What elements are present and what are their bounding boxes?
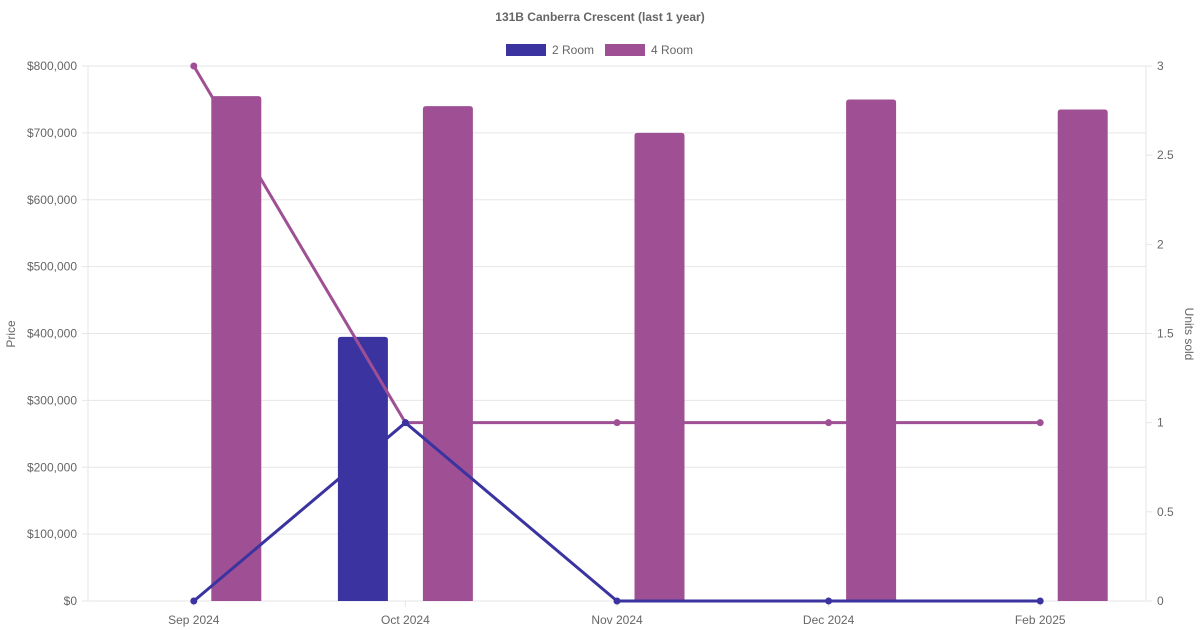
y-axis-left: $0 $100,000 $200,000 $300,000 $400,000 $500,0… [27,59,89,608]
point-4-room[interactable] [190,62,198,70]
y-tick-label: $800,000 [27,59,77,73]
y2-axis-title: Units sold [1182,308,1196,361]
y-tick-label: $500,000 [27,260,77,274]
y-tick-label: $400,000 [27,327,77,341]
y2-tick-label: 2.5 [1157,148,1174,162]
bar-4-room[interactable] [846,99,897,601]
line-2-room [192,421,1041,603]
x-tick-label: Feb 2025 [1015,613,1066,627]
bar-4-room[interactable] [634,132,685,601]
chart-title: 131B Canberra Crescent (last 1 year) [495,10,704,24]
legend-item-4-room[interactable]: 4 Room [605,43,693,57]
y-tick-label: $600,000 [27,193,77,207]
y-axis-title: Price [4,320,18,348]
y2-tick-label: 2 [1157,237,1164,251]
point-2-room[interactable] [190,597,198,605]
x-tick-label: Sep 2024 [168,613,220,627]
y-tick-label: $200,000 [27,460,77,474]
point-2-room[interactable] [1036,597,1044,605]
bar-2-room[interactable] [337,336,388,601]
point-4-room[interactable] [825,419,833,427]
legend-item-2-room[interactable]: 2 Room [506,43,594,57]
x-tick-label: Oct 2024 [381,613,430,627]
gridlines [88,65,1146,602]
point-2-room[interactable] [613,597,621,605]
bar-4-room[interactable] [422,106,473,601]
price-bars [211,96,1108,601]
y2-tick-label: 0.5 [1157,505,1174,519]
y-axis-right: 0 0.5 1 1.5 2 2.5 3 [1145,59,1174,608]
bar-4-room[interactable] [211,96,262,601]
point-2-room[interactable] [825,597,833,605]
line-4-room [192,65,1041,425]
y2-tick-label: 0 [1157,594,1164,608]
y-tick-label: $100,000 [27,527,77,541]
legend-label-2-room: 2 Room [552,43,594,57]
y2-tick-label: 1.5 [1157,327,1174,341]
legend-swatch-4-room [605,44,645,56]
point-2-room[interactable] [401,419,409,427]
point-4-room[interactable] [613,419,621,427]
units-sold-lines [190,62,1044,605]
y-tick-label: $0 [64,594,78,608]
y2-tick-label: 1 [1157,416,1164,430]
y-tick-label: $700,000 [27,126,77,140]
y-tick-label: $300,000 [27,393,77,407]
x-tick-label: Nov 2024 [591,613,643,627]
bar-4-room[interactable] [1057,109,1108,601]
legend-swatch-2-room [506,44,546,56]
x-axis: Sep 2024 Oct 2024 Nov 2024 Dec 2024 Feb 2025 [168,601,1066,627]
x-tick-label: Dec 2024 [803,613,855,627]
y2-tick-label: 3 [1157,59,1164,73]
legend-label-4-room: 4 Room [651,43,693,57]
point-4-room[interactable] [1036,419,1044,427]
legend: 2 Room 4 Room [506,43,693,57]
